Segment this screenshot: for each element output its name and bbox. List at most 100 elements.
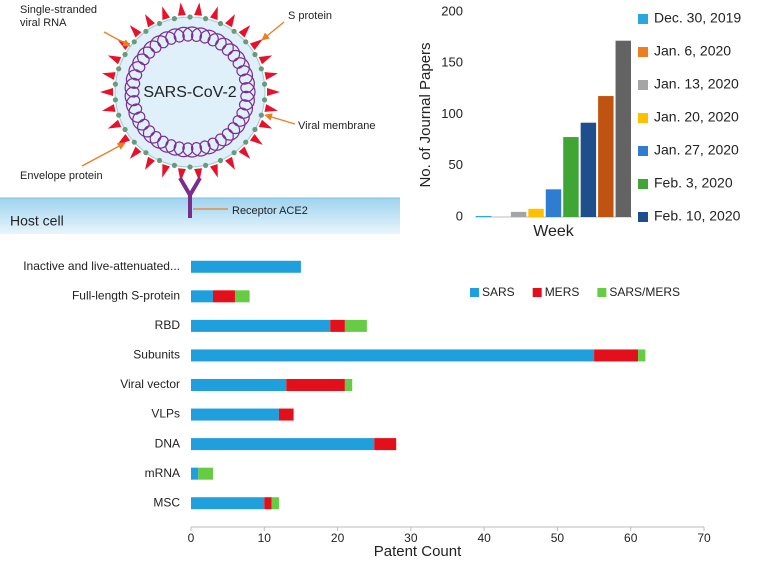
x-tick-label: 40 <box>477 531 491 545</box>
envelope-dot <box>258 66 264 72</box>
spike <box>102 104 116 112</box>
bar-segment <box>278 408 294 421</box>
legend-label: Jan. 13, 2020 <box>654 76 739 92</box>
bar-segment <box>638 349 646 362</box>
legend-label: Jan. 27, 2020 <box>654 142 739 158</box>
spike <box>210 164 218 178</box>
host-cell <box>0 198 400 234</box>
envelope-dot <box>231 28 237 34</box>
y-tick-label: Inactive and live-attenuated... <box>23 259 180 273</box>
envelope-dot <box>116 112 122 118</box>
legend-swatch <box>638 14 648 24</box>
bar-segment <box>264 497 272 510</box>
legend-label: Feb. 3, 2020 <box>654 175 733 191</box>
y-tick-label: 50 <box>449 157 463 172</box>
envelope-dot <box>131 139 137 145</box>
spike <box>238 25 251 38</box>
spike <box>100 88 113 96</box>
rna-coil <box>124 26 256 158</box>
spike <box>258 119 273 129</box>
y-tick-label: 200 <box>441 3 463 18</box>
host-label: Host cell <box>10 213 64 229</box>
bar-segment <box>234 290 250 303</box>
spike <box>249 39 263 50</box>
bar-segment <box>191 290 213 303</box>
legend-swatch <box>638 179 648 189</box>
envelope-dot <box>112 81 119 87</box>
legend-swatch <box>532 288 542 297</box>
envelope-dot <box>156 20 163 27</box>
arrow <box>264 113 296 125</box>
x-tick-label: 0 <box>188 531 195 545</box>
bar-segment <box>191 260 301 273</box>
legend-swatch <box>638 80 648 90</box>
y-tick-label: RBD <box>155 318 181 332</box>
y-tick-label: Subunits <box>133 348 180 362</box>
spike <box>267 88 280 96</box>
x-tick-label: 60 <box>624 531 638 545</box>
spike <box>107 55 122 65</box>
envelope-dot <box>122 126 128 133</box>
envelope-dot <box>116 66 122 72</box>
y-tick-label: 150 <box>441 55 463 70</box>
envelope-dot <box>202 162 209 168</box>
bar-segment <box>271 497 279 510</box>
spike <box>102 72 116 80</box>
y-tick-label: mRNA <box>145 466 180 480</box>
spike <box>258 55 273 65</box>
y-tick-label: 100 <box>441 106 463 121</box>
envelope-dot <box>252 51 258 58</box>
bar-segment <box>191 467 199 480</box>
arrow <box>81 142 126 167</box>
bar-segment <box>330 319 345 332</box>
membrane-label: Viral membrane <box>298 120 375 132</box>
bar-segment <box>191 349 595 362</box>
envelope-dot <box>187 14 193 20</box>
spike <box>107 119 122 129</box>
legend-label: Jan. 20, 2020 <box>654 109 739 125</box>
spike <box>129 25 142 38</box>
bar-segment <box>191 497 265 510</box>
envelope-dot <box>156 157 163 164</box>
x-tick-label: 30 <box>404 531 418 545</box>
spike <box>129 146 142 159</box>
spike <box>162 6 170 21</box>
envelope-dot <box>243 139 249 145</box>
envelope-dot <box>231 150 237 156</box>
bar-segment <box>191 379 287 391</box>
x-tick-label: 20 <box>331 531 345 545</box>
y-tick-label: Full-length S-protein <box>72 289 180 303</box>
bar-segment <box>286 379 345 391</box>
spike <box>145 156 155 170</box>
envelope-dot <box>217 157 224 164</box>
x-axis-label: Patent Count <box>374 543 462 560</box>
x-tick-label: 50 <box>551 531 565 545</box>
bar <box>598 96 614 217</box>
envelope-dot <box>217 20 224 27</box>
y-tick-label: VLPs <box>151 407 180 421</box>
bar-segment <box>212 290 235 303</box>
spike <box>145 14 155 28</box>
arrow <box>261 21 285 41</box>
envelope-dot <box>261 97 268 103</box>
spike <box>210 6 218 21</box>
y-tick-label: Viral vector <box>120 377 180 391</box>
legend-label: Jan. 6, 2020 <box>654 43 731 59</box>
y-axis-label: No. of Journal Papers <box>417 42 434 187</box>
envelope-dot <box>252 126 258 133</box>
bar-segment <box>344 319 367 332</box>
y-tick-label: MSC <box>153 495 180 509</box>
legend-swatch <box>638 146 648 156</box>
legend-label: Feb. 10, 2020 <box>654 208 741 224</box>
envelope-dot <box>261 81 268 87</box>
y-tick-label: 0 <box>456 208 463 223</box>
bar-segment <box>191 319 331 332</box>
bar-segment <box>594 349 639 362</box>
envelope-dot <box>122 51 128 58</box>
bar-segment <box>198 467 213 480</box>
envelope-dot <box>187 164 193 170</box>
envelope-dot <box>112 97 119 103</box>
spike <box>178 2 186 16</box>
legend-swatch <box>597 288 607 297</box>
